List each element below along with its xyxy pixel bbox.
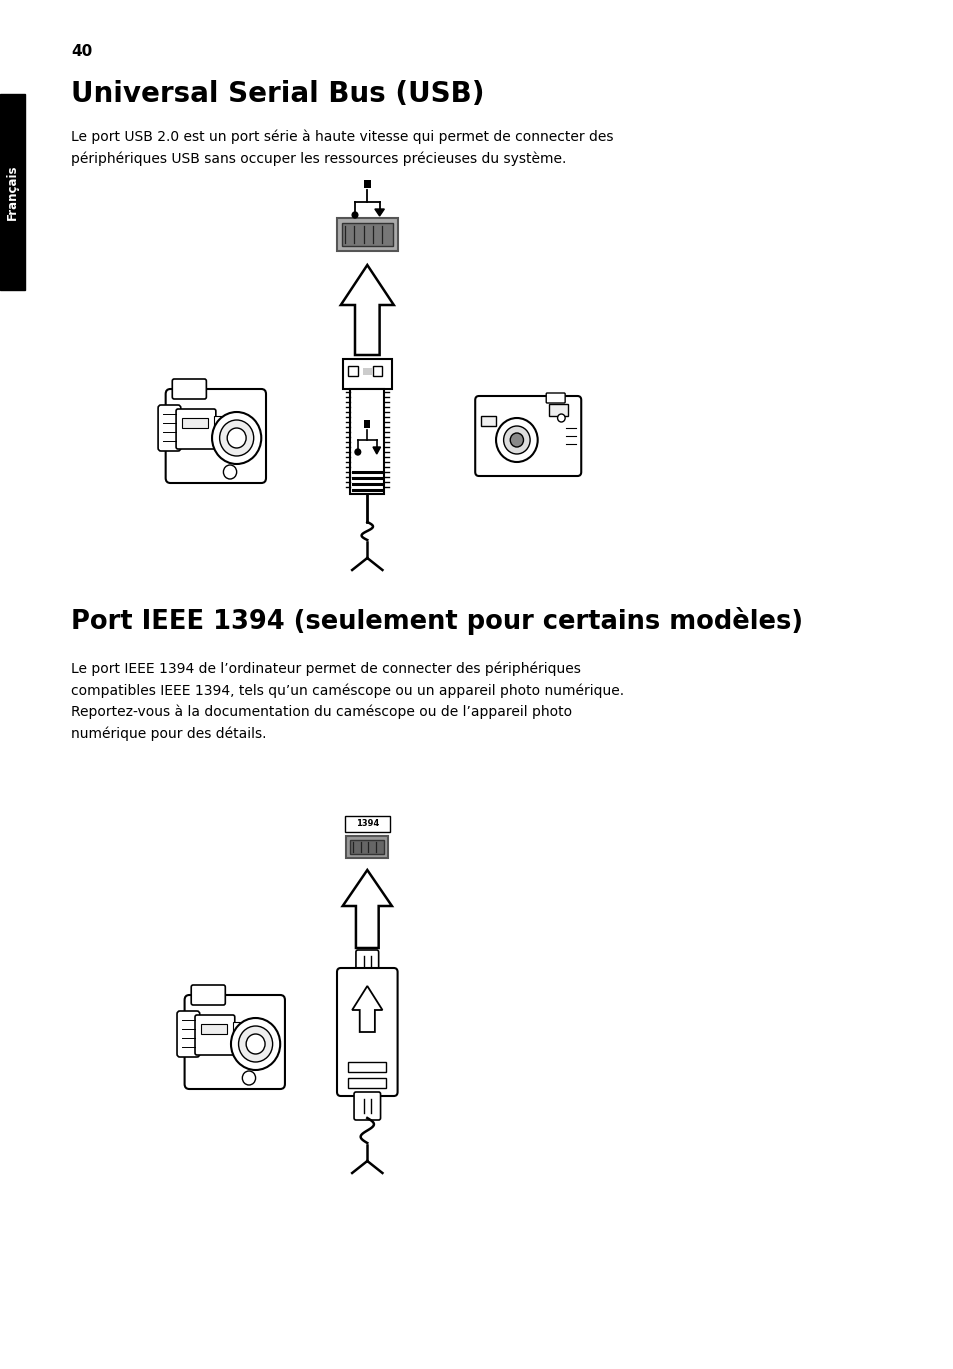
Bar: [348, 366, 357, 376]
FancyBboxPatch shape: [344, 816, 390, 832]
Bar: [346, 836, 388, 858]
FancyBboxPatch shape: [191, 986, 225, 1005]
Circle shape: [238, 1025, 273, 1062]
Circle shape: [227, 428, 246, 448]
Bar: [362, 368, 372, 375]
FancyBboxPatch shape: [158, 405, 181, 450]
Polygon shape: [375, 209, 384, 216]
Bar: [341, 223, 393, 246]
Bar: [549, 404, 567, 416]
Bar: [480, 416, 496, 426]
Text: Port IEEE 1394 (seulement pour certains modèles): Port IEEE 1394 (seulement pour certains …: [71, 606, 802, 635]
Bar: [363, 179, 371, 188]
Text: Le port IEEE 1394 de l’ordinateur permet de connecter des périphériques
compatib: Le port IEEE 1394 de l’ordinateur permet…: [71, 663, 623, 741]
Bar: [342, 359, 392, 389]
Circle shape: [242, 1071, 255, 1086]
Circle shape: [246, 1034, 265, 1054]
Bar: [182, 418, 208, 428]
Circle shape: [352, 212, 357, 218]
Polygon shape: [373, 448, 380, 455]
Circle shape: [503, 426, 530, 455]
Bar: [200, 1024, 227, 1034]
Bar: [350, 389, 384, 494]
Text: Le port USB 2.0 est un port série à haute vitesse qui permet de connecter des
pé: Le port USB 2.0 est un port série à haut…: [71, 130, 613, 166]
Circle shape: [510, 433, 523, 448]
FancyBboxPatch shape: [184, 995, 285, 1088]
Text: Français: Français: [6, 164, 19, 220]
Text: 40: 40: [71, 44, 92, 59]
FancyBboxPatch shape: [166, 389, 266, 483]
FancyBboxPatch shape: [194, 1014, 234, 1055]
Bar: [336, 218, 397, 251]
Bar: [373, 366, 382, 376]
FancyBboxPatch shape: [176, 409, 215, 449]
FancyBboxPatch shape: [546, 393, 564, 402]
Polygon shape: [352, 986, 382, 1032]
Circle shape: [231, 1019, 280, 1071]
Bar: [350, 841, 384, 854]
Circle shape: [496, 418, 537, 461]
Circle shape: [355, 449, 360, 455]
FancyBboxPatch shape: [475, 396, 580, 476]
Bar: [348, 1062, 386, 1072]
Polygon shape: [342, 871, 392, 947]
Bar: [0, 94, 25, 290]
FancyBboxPatch shape: [354, 1092, 380, 1120]
Bar: [213, 416, 221, 438]
Circle shape: [223, 465, 236, 479]
Bar: [363, 420, 370, 428]
Circle shape: [557, 413, 564, 422]
Text: Universal Serial Bus (USB): Universal Serial Bus (USB): [71, 79, 484, 108]
FancyBboxPatch shape: [177, 1010, 199, 1057]
Polygon shape: [340, 266, 394, 355]
Circle shape: [212, 412, 261, 464]
Bar: [233, 1023, 240, 1045]
Circle shape: [219, 420, 253, 456]
FancyBboxPatch shape: [172, 379, 206, 398]
FancyBboxPatch shape: [336, 968, 397, 1097]
FancyBboxPatch shape: [355, 950, 378, 972]
Text: 1394: 1394: [355, 820, 378, 828]
Bar: [348, 1077, 386, 1088]
